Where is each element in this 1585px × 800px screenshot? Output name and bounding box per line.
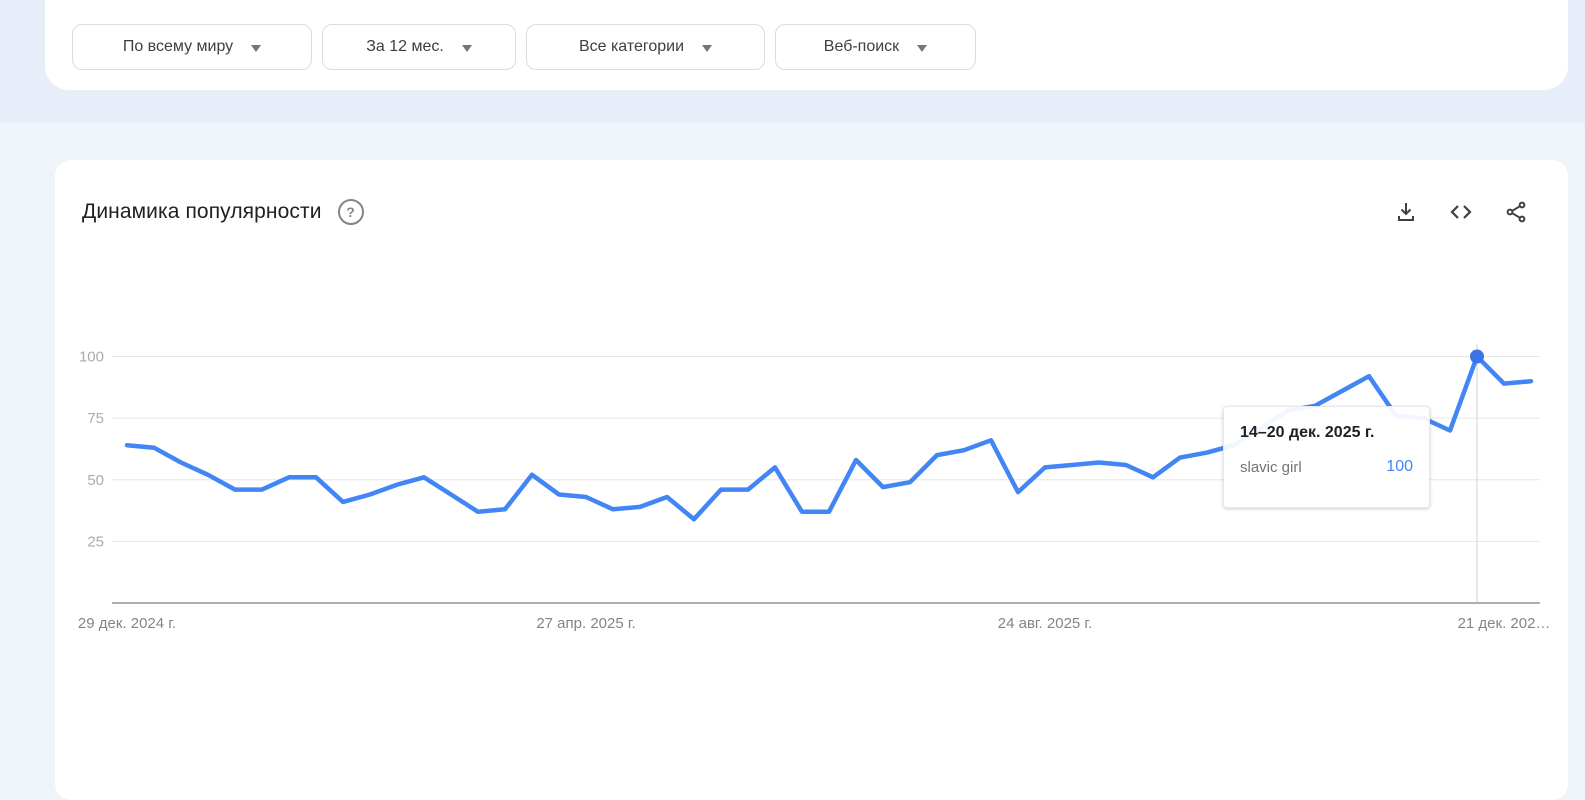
tooltip-date: 14–20 дек. 2025 г. (1240, 424, 1375, 441)
tooltip-row: slavic girl 100 (1240, 458, 1413, 476)
panel-title: Динамика популярности (82, 200, 322, 223)
svg-text:75: 75 (87, 410, 104, 427)
category-filter-dropdown[interactable]: Все категории (526, 24, 765, 70)
tooltip-value: 100 (1386, 458, 1413, 475)
chevron-down-icon (917, 44, 928, 52)
chart-tooltip: 14–20 дек. 2025 г. slavic girl 100 (1223, 406, 1430, 508)
card-header: Динамика популярности ? (82, 196, 1528, 228)
help-icon[interactable]: ? (337, 199, 364, 225)
svg-text:25: 25 (87, 533, 104, 550)
filter-bar: По всему миру За 12 мес. Все категории В… (45, 0, 1568, 90)
time-range-filter-dropdown[interactable]: За 12 мес. (322, 24, 516, 70)
svg-text:27 апр. 2025 г.: 27 апр. 2025 г. (536, 615, 635, 632)
interest-over-time-card: 25 50 75 100 29 дек. 2024 г. 27 апр. 2025 г. 2… (55, 160, 1568, 800)
search-type-filter-label: Веб-поиск (823, 38, 900, 55)
chevron-down-icon (461, 44, 472, 52)
svg-text:21 дек. 202…: 21 дек. 202… (1458, 615, 1551, 632)
search-type-filter-dropdown[interactable]: Веб-поиск (775, 24, 976, 70)
region-filter-dropdown[interactable]: По всему миру (72, 24, 312, 70)
svg-text:50: 50 (87, 472, 104, 489)
tooltip-term: slavic girl (1240, 458, 1302, 476)
embed-code-icon[interactable] (1448, 200, 1474, 224)
card-actions (1394, 200, 1528, 224)
category-filter-label: Все категории (578, 38, 685, 55)
filter-chips: По всему миру За 12 мес. Все категории В… (72, 24, 976, 70)
svg-text:100: 100 (79, 349, 104, 366)
svg-text:24 авг. 2025 г.: 24 авг. 2025 г. (998, 615, 1092, 632)
share-icon[interactable] (1504, 200, 1528, 224)
chevron-down-icon (251, 44, 262, 52)
time-range-filter-label: За 12 мес. (366, 38, 444, 55)
download-icon[interactable] (1394, 200, 1418, 224)
svg-text:29 дек. 2024 г.: 29 дек. 2024 г. (78, 615, 176, 632)
chevron-down-icon (702, 44, 713, 52)
region-filter-label: По всему миру (122, 38, 234, 55)
